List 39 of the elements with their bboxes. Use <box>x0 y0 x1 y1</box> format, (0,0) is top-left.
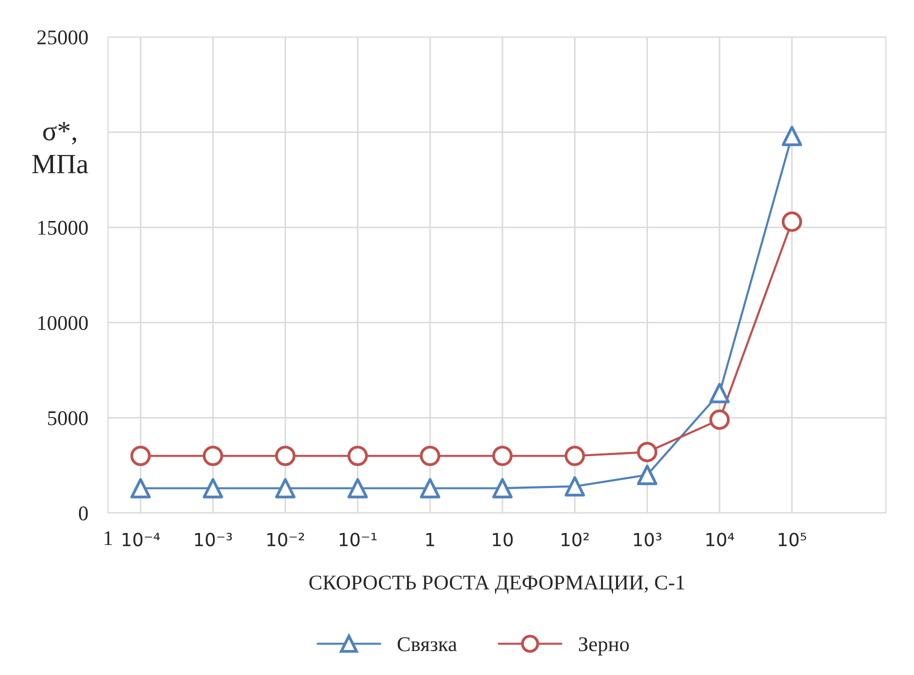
x-tick-label: 10⁵ <box>778 532 806 546</box>
y-tick-label: 0 <box>78 506 88 520</box>
x-tick-label: 10² <box>562 532 589 546</box>
point <box>348 478 368 498</box>
x-tick-label: 10⁻⁴ <box>122 532 160 546</box>
x-tick-label: 1 <box>426 533 434 546</box>
point <box>420 446 440 466</box>
point <box>275 478 296 498</box>
y-axis-title: σ*, МПа <box>32 122 88 174</box>
point <box>130 478 151 498</box>
legend-label: Зерно <box>578 637 629 656</box>
point <box>709 410 730 430</box>
x-tick-label: 10⁴ <box>706 532 734 546</box>
x-tick-label: 10 <box>492 532 513 546</box>
point <box>348 446 368 466</box>
y-tick-label: 5000 <box>48 411 88 426</box>
point <box>564 446 585 466</box>
point <box>420 478 440 498</box>
y-tick-label: 25000 <box>37 30 88 44</box>
point <box>492 446 513 466</box>
point <box>202 446 224 466</box>
y-tick-label: 10000 <box>38 316 88 330</box>
x-tick-label: 10³ <box>634 532 662 546</box>
point <box>202 478 224 498</box>
x-tick-label: 10⁻² <box>267 532 304 546</box>
point <box>564 476 585 497</box>
x-axis-title: СКОРОСТЬ РОСТА ДЕФОРМАЦИИ, С-1 <box>309 576 684 594</box>
point <box>782 212 802 232</box>
y-tick-label: 15000 <box>38 220 88 235</box>
point <box>492 478 513 498</box>
x-tick-label: 10⁻³ <box>195 532 232 546</box>
point <box>130 446 151 466</box>
point <box>637 464 658 486</box>
point <box>637 442 658 462</box>
legend-label: Связка <box>398 637 457 652</box>
point <box>782 126 802 146</box>
point <box>275 446 296 466</box>
x-tick-label: 10⁻¹ <box>340 532 377 546</box>
point <box>709 382 730 404</box>
